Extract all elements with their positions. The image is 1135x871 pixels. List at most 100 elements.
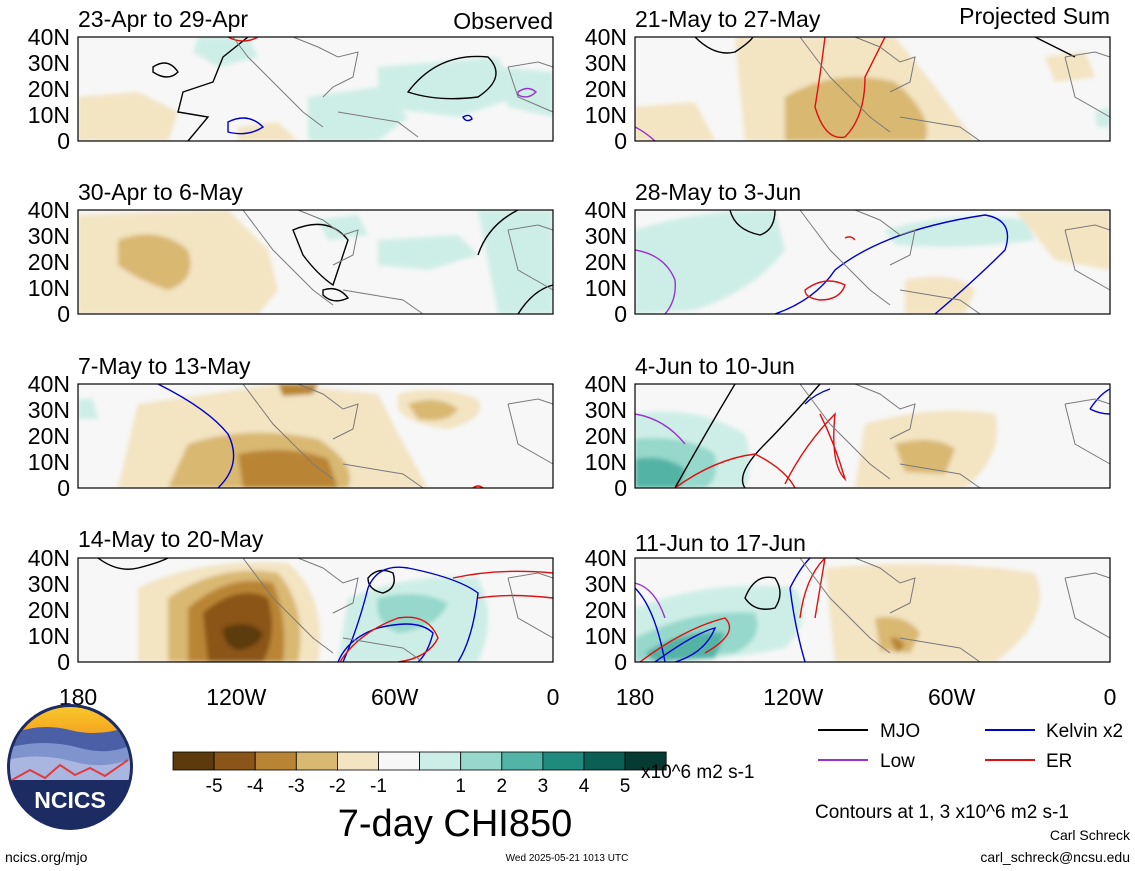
panel-title-projected-2: 28-May to 3-Jun bbox=[635, 179, 801, 205]
lat-label: 20N bbox=[585, 76, 627, 102]
lat-label: 0 bbox=[614, 649, 627, 675]
lat-label: 10N bbox=[28, 275, 70, 301]
panel-title-observed-4: 14-May to 20-May bbox=[78, 526, 264, 552]
lat-label: 20N bbox=[585, 423, 627, 449]
lat-label: 30N bbox=[585, 50, 627, 76]
author-email: carl_schreck@ncsu.edu bbox=[980, 849, 1130, 865]
lat-label: 10N bbox=[585, 102, 627, 128]
legend: MJO Kelvin x2 Low ER Contours at 1, 3 x1… bbox=[815, 721, 1123, 823]
footer-url: ncics.org/mjo bbox=[5, 849, 88, 865]
legend-label-er: ER bbox=[1046, 751, 1072, 772]
shading-layer bbox=[78, 210, 553, 314]
lat-label: 30N bbox=[28, 397, 70, 423]
coastline-layer bbox=[799, 36, 1111, 142]
colorbar-tick: 4 bbox=[579, 776, 590, 797]
shading-layer bbox=[635, 210, 1110, 314]
lat-label: 10N bbox=[585, 275, 627, 301]
colorbar-box bbox=[419, 751, 462, 771]
colorbar-boxes bbox=[172, 751, 667, 771]
panel-tag-projected: Projected Sum bbox=[959, 3, 1110, 29]
panel-title-projected-3: 4-Jun to 10-Jun bbox=[635, 353, 795, 379]
lat-label: 20N bbox=[585, 249, 627, 275]
panel-title-projected-1: 21-May to 27-May bbox=[635, 6, 821, 32]
lat-label: 40N bbox=[28, 371, 70, 397]
colorbar-box bbox=[213, 751, 256, 771]
colorbar-tick: 2 bbox=[497, 776, 508, 797]
ncics-logo: NCICS bbox=[7, 704, 133, 830]
panel-title-projected-4: 11-Jun to 17-Jun bbox=[635, 530, 806, 556]
lat-label: 40N bbox=[28, 24, 70, 50]
contour-layer bbox=[635, 37, 1076, 141]
contour-layer bbox=[635, 210, 1009, 314]
colorbar-tick: 3 bbox=[538, 776, 549, 797]
colorbar-box bbox=[378, 751, 420, 771]
lat-label: 40N bbox=[585, 24, 627, 50]
legend-label-kelvin: Kelvin x2 bbox=[1046, 721, 1123, 742]
lat-label: 0 bbox=[57, 301, 70, 327]
lat-label: 20N bbox=[28, 76, 70, 102]
lon-label: 60W bbox=[928, 684, 976, 710]
contour-note: Contours at 1, 3 x10^6 m2 s-1 bbox=[815, 802, 1069, 823]
panel-observed-1 bbox=[77, 36, 554, 142]
contour-layer bbox=[635, 384, 1110, 488]
colorbar-tick: 1 bbox=[455, 776, 466, 797]
lat-label: 10N bbox=[28, 623, 70, 649]
colorbar-box bbox=[295, 751, 338, 771]
lat-label: 40N bbox=[28, 545, 70, 571]
shading-layer bbox=[138, 562, 488, 662]
contour-layer bbox=[635, 558, 826, 662]
lat-label: 40N bbox=[585, 545, 627, 571]
shading-layer bbox=[635, 564, 1040, 662]
lon-label: 120W bbox=[763, 684, 823, 710]
lat-label: 10N bbox=[28, 449, 70, 475]
lat-label: 30N bbox=[28, 223, 70, 249]
lat-label: 30N bbox=[585, 223, 627, 249]
legend-label-low: Low bbox=[880, 751, 915, 772]
lon-label: 120W bbox=[206, 684, 266, 710]
panel-observed-3 bbox=[77, 383, 554, 489]
panel-title-observed-2: 30-Apr to 6-May bbox=[78, 179, 243, 205]
coastline-layer bbox=[799, 383, 1111, 489]
lat-label: 30N bbox=[28, 50, 70, 76]
panel-observed-4 bbox=[77, 557, 554, 663]
author-name: Carl Schreck bbox=[1050, 827, 1131, 843]
colorbar-units: x10^6 m2 s-1 bbox=[641, 762, 754, 783]
colorbar-tick: -3 bbox=[288, 776, 305, 797]
contour-layer bbox=[292, 210, 553, 314]
lat-label: 40N bbox=[28, 197, 70, 223]
colorbar-box bbox=[542, 751, 585, 771]
panel-observed-2 bbox=[77, 209, 554, 315]
footer-timestamp: Wed 2025-05-21 1013 UTC bbox=[506, 853, 629, 864]
panel-projected-1 bbox=[634, 36, 1111, 142]
coastline-layer bbox=[242, 209, 554, 315]
logo-text: NCICS bbox=[34, 787, 106, 813]
panel-frame bbox=[634, 209, 1111, 315]
lat-label: 20N bbox=[585, 597, 627, 623]
colorbar-tick: -2 bbox=[329, 776, 346, 797]
lat-label: 0 bbox=[57, 475, 70, 501]
lat-label: 0 bbox=[57, 128, 70, 154]
lat-label: 0 bbox=[614, 128, 627, 154]
lat-label: 10N bbox=[585, 449, 627, 475]
panel-title-observed-1: 23-Apr to 29-Apr bbox=[78, 6, 248, 32]
colorbar-tick: -1 bbox=[370, 776, 387, 797]
panel-frame bbox=[77, 36, 554, 142]
contour-layer bbox=[152, 37, 538, 141]
panel-frame bbox=[634, 36, 1111, 142]
colorbar-box bbox=[172, 751, 215, 771]
colorbar: -5 -4 -3 -2 -1 1 2 3 4 5 x10^6 m2 s-1 7-day CHI85… bbox=[172, 751, 754, 845]
coastline-layer bbox=[242, 557, 554, 663]
longitude-labels: 180 120W 60W 0 180 120W 60W 0 bbox=[59, 684, 1117, 710]
panel-projected-4 bbox=[634, 557, 1111, 663]
shading-layer bbox=[635, 37, 1110, 141]
panel-frame bbox=[77, 557, 554, 663]
colorbar-box bbox=[624, 751, 667, 771]
lat-label: 0 bbox=[57, 649, 70, 675]
lat-label: 10N bbox=[585, 623, 627, 649]
lat-label: 30N bbox=[28, 571, 70, 597]
latitude-labels: 40N30N20N10N040N30N20N10N040N30N20N10N04… bbox=[28, 24, 627, 675]
lat-label: 10N bbox=[28, 102, 70, 128]
lat-label: 0 bbox=[614, 301, 627, 327]
lat-label: 20N bbox=[28, 249, 70, 275]
panel-frame bbox=[634, 383, 1111, 489]
